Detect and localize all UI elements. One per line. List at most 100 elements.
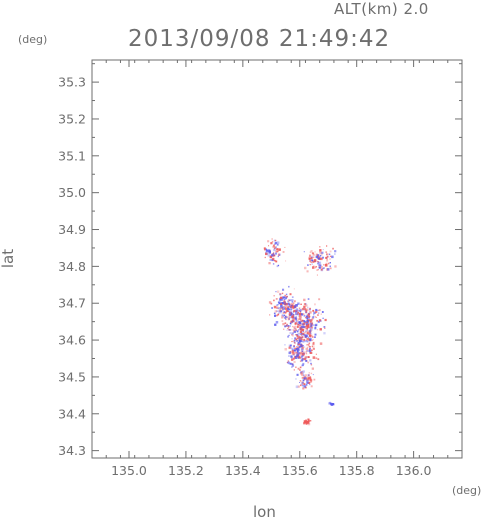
- data-point: [317, 261, 319, 263]
- data-point: [297, 333, 300, 336]
- data-point: [309, 326, 312, 329]
- data-point: [301, 345, 304, 349]
- data-point: [300, 343, 303, 346]
- data-point: [271, 238, 273, 240]
- data-point: [294, 328, 297, 331]
- data-point: [300, 347, 303, 350]
- data-point: [268, 251, 271, 254]
- data-point: [276, 248, 279, 251]
- data-point: [273, 252, 275, 254]
- data-point: [291, 351, 293, 354]
- data-point: [288, 313, 291, 316]
- data-point: [300, 322, 303, 325]
- data-point: [283, 296, 286, 299]
- data-point: [306, 337, 309, 341]
- data-point: [296, 330, 298, 332]
- data-point: [313, 378, 316, 381]
- axis-tick-labels: 135.0 135.2 135.4 135.6 135.8 136.0 34.3 34.4 34…: [58, 75, 431, 478]
- data-point: [292, 353, 295, 356]
- data-point: [272, 263, 275, 265]
- data-point: [273, 295, 275, 297]
- data-point: [315, 357, 318, 360]
- data-point: [267, 240, 270, 243]
- x-tick-label: 135.8: [339, 463, 375, 478]
- data-point: [271, 240, 274, 243]
- data-point: [277, 301, 280, 304]
- data-point: [300, 309, 302, 311]
- data-point: [295, 366, 297, 368]
- data-point: [308, 338, 312, 342]
- data-point: [299, 345, 301, 347]
- y-tick-label: 34.8: [58, 259, 86, 274]
- data-point: [279, 293, 282, 296]
- data-point: [315, 310, 318, 314]
- data-point: [300, 345, 303, 348]
- data-point: [313, 311, 316, 314]
- data-point: [282, 308, 284, 311]
- data-point: [284, 325, 287, 328]
- data-point: [305, 347, 308, 351]
- data-point: [284, 311, 287, 314]
- data-point: [292, 352, 296, 355]
- data-point: [298, 316, 300, 318]
- data-point: [292, 306, 295, 309]
- data-point: [273, 248, 276, 252]
- data-point: [281, 314, 283, 316]
- data-point: [316, 261, 319, 263]
- data-point: [292, 331, 294, 334]
- data-point: [308, 316, 311, 318]
- data-point: [311, 339, 313, 341]
- data-point: [288, 329, 291, 331]
- data-point: [307, 343, 310, 346]
- data-point: [305, 311, 307, 313]
- data-point: [289, 306, 292, 308]
- data-point: [301, 333, 304, 337]
- data-point: [326, 255, 329, 258]
- data-point: [300, 337, 303, 340]
- data-point: [284, 302, 287, 305]
- data-point: [317, 314, 319, 316]
- data-point: [311, 349, 313, 351]
- data-point: [307, 323, 310, 326]
- data-point: [308, 256, 311, 259]
- data-point: [300, 320, 302, 322]
- data-point: [291, 363, 294, 366]
- data-point: [296, 353, 298, 355]
- data-point: [274, 313, 276, 315]
- data-point: [310, 335, 313, 338]
- data-point: [300, 345, 303, 347]
- data-point: [326, 253, 328, 255]
- data-point: [277, 255, 279, 258]
- data-point: [276, 265, 279, 268]
- data-point: [273, 252, 275, 254]
- data-point: [334, 265, 337, 268]
- data-point: [297, 323, 299, 325]
- data-point: [309, 319, 312, 321]
- data-point: [309, 308, 311, 311]
- data-point: [270, 254, 272, 257]
- data-point: [281, 302, 285, 305]
- data-point: [293, 345, 295, 347]
- data-point: [309, 348, 311, 350]
- data-point: [293, 302, 295, 304]
- data-point: [308, 374, 310, 376]
- data-point: [308, 332, 311, 335]
- data-point: [328, 402, 331, 405]
- data-point: [284, 344, 286, 346]
- data-point: [303, 339, 306, 343]
- data-point: [281, 306, 283, 309]
- data-point: [288, 285, 290, 288]
- data-point: [316, 269, 318, 271]
- data-point: [301, 320, 303, 322]
- data-point: [301, 355, 303, 358]
- data-point: [286, 323, 288, 326]
- data-point: [308, 338, 310, 340]
- data-point: [312, 339, 314, 341]
- data-point: [297, 352, 300, 355]
- data-point: [315, 323, 318, 327]
- data-point: [328, 256, 330, 258]
- data-point: [286, 307, 290, 310]
- data-point: [305, 353, 308, 355]
- data-point: [310, 311, 312, 313]
- data-point: [304, 334, 306, 336]
